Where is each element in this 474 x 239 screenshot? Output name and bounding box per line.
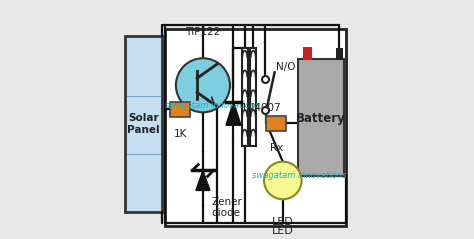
Bar [126,36,162,212]
Text: Solar
Panel: Solar Panel [128,113,160,135]
Bar [165,29,346,226]
Bar [170,102,190,117]
Bar [303,47,312,60]
Text: 1N4007: 1N4007 [240,103,281,113]
Text: TIP122: TIP122 [185,27,220,37]
Text: swagatam innovations: swagatam innovations [252,171,347,180]
Polygon shape [226,102,241,125]
Circle shape [264,162,301,199]
Bar [250,48,256,146]
Bar [336,48,343,60]
Text: Zener
diode: Zener diode [211,197,242,218]
Text: 1K: 1K [173,129,187,139]
Polygon shape [196,170,210,190]
Text: Battery: Battery [296,112,346,125]
Bar [242,48,248,146]
Text: LED: LED [272,217,294,228]
Bar [298,60,344,176]
Circle shape [176,58,230,112]
Bar [266,116,286,131]
Text: N/O: N/O [276,62,295,72]
Text: Rx: Rx [270,143,283,153]
Text: swagatam innovations: swagatam innovations [165,101,260,110]
Text: LED: LED [272,226,294,236]
